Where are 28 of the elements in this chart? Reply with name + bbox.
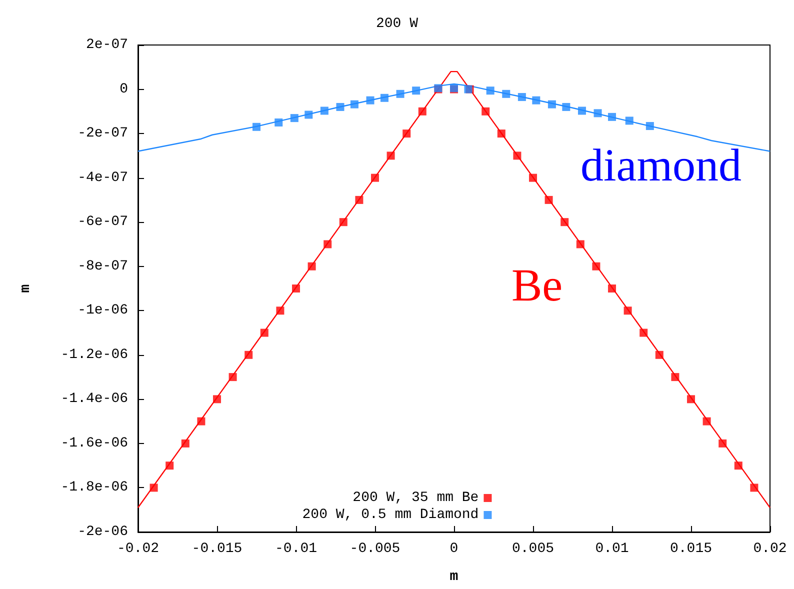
y-tick-label: -1.6e-06 bbox=[60, 435, 128, 452]
x-tick-label: -0.02 bbox=[116, 541, 160, 557]
y-tick-label: 2e-07 bbox=[86, 37, 128, 53]
x-tick-label: 0.02 bbox=[753, 541, 787, 557]
legend-label: 200 W, 0.5 mm Diamond bbox=[302, 507, 479, 523]
chart-title: 200 W bbox=[376, 16, 419, 32]
y-tick-label: -1.4e-06 bbox=[60, 391, 128, 408]
legend-label: 200 W, 35 mm Be bbox=[352, 490, 479, 506]
y-tick-label: -1.8e-06 bbox=[60, 480, 128, 496]
y-tick-label: -8e-07 bbox=[78, 258, 128, 274]
y-tick-label: -1.2e-06 bbox=[60, 346, 128, 363]
annotation: diamond bbox=[580, 140, 742, 190]
x-axis-title: m bbox=[450, 569, 458, 585]
y-tick-label: -4e-07 bbox=[78, 170, 128, 186]
annotation: Be bbox=[511, 260, 563, 310]
y-tick-label: -6e-07 bbox=[78, 214, 128, 230]
x-tick-label: 0.005 bbox=[512, 541, 554, 557]
y-tick-label: -1e-06 bbox=[78, 302, 128, 319]
x-tick-label: -0.005 bbox=[350, 541, 400, 557]
y-tick-label: -2e-07 bbox=[78, 126, 128, 142]
x-tick-label: 0.01 bbox=[595, 541, 629, 557]
x-tick-label: 0 bbox=[450, 541, 458, 557]
x-tick-label: -0.015 bbox=[192, 541, 242, 557]
y-tick-label: -2e-06 bbox=[78, 524, 128, 540]
y-tick-label: 0 bbox=[120, 81, 128, 98]
y-axis-title: m bbox=[18, 284, 34, 293]
x-tick-label: 0.015 bbox=[670, 541, 712, 557]
x-tick-label: -0.01 bbox=[274, 541, 318, 557]
